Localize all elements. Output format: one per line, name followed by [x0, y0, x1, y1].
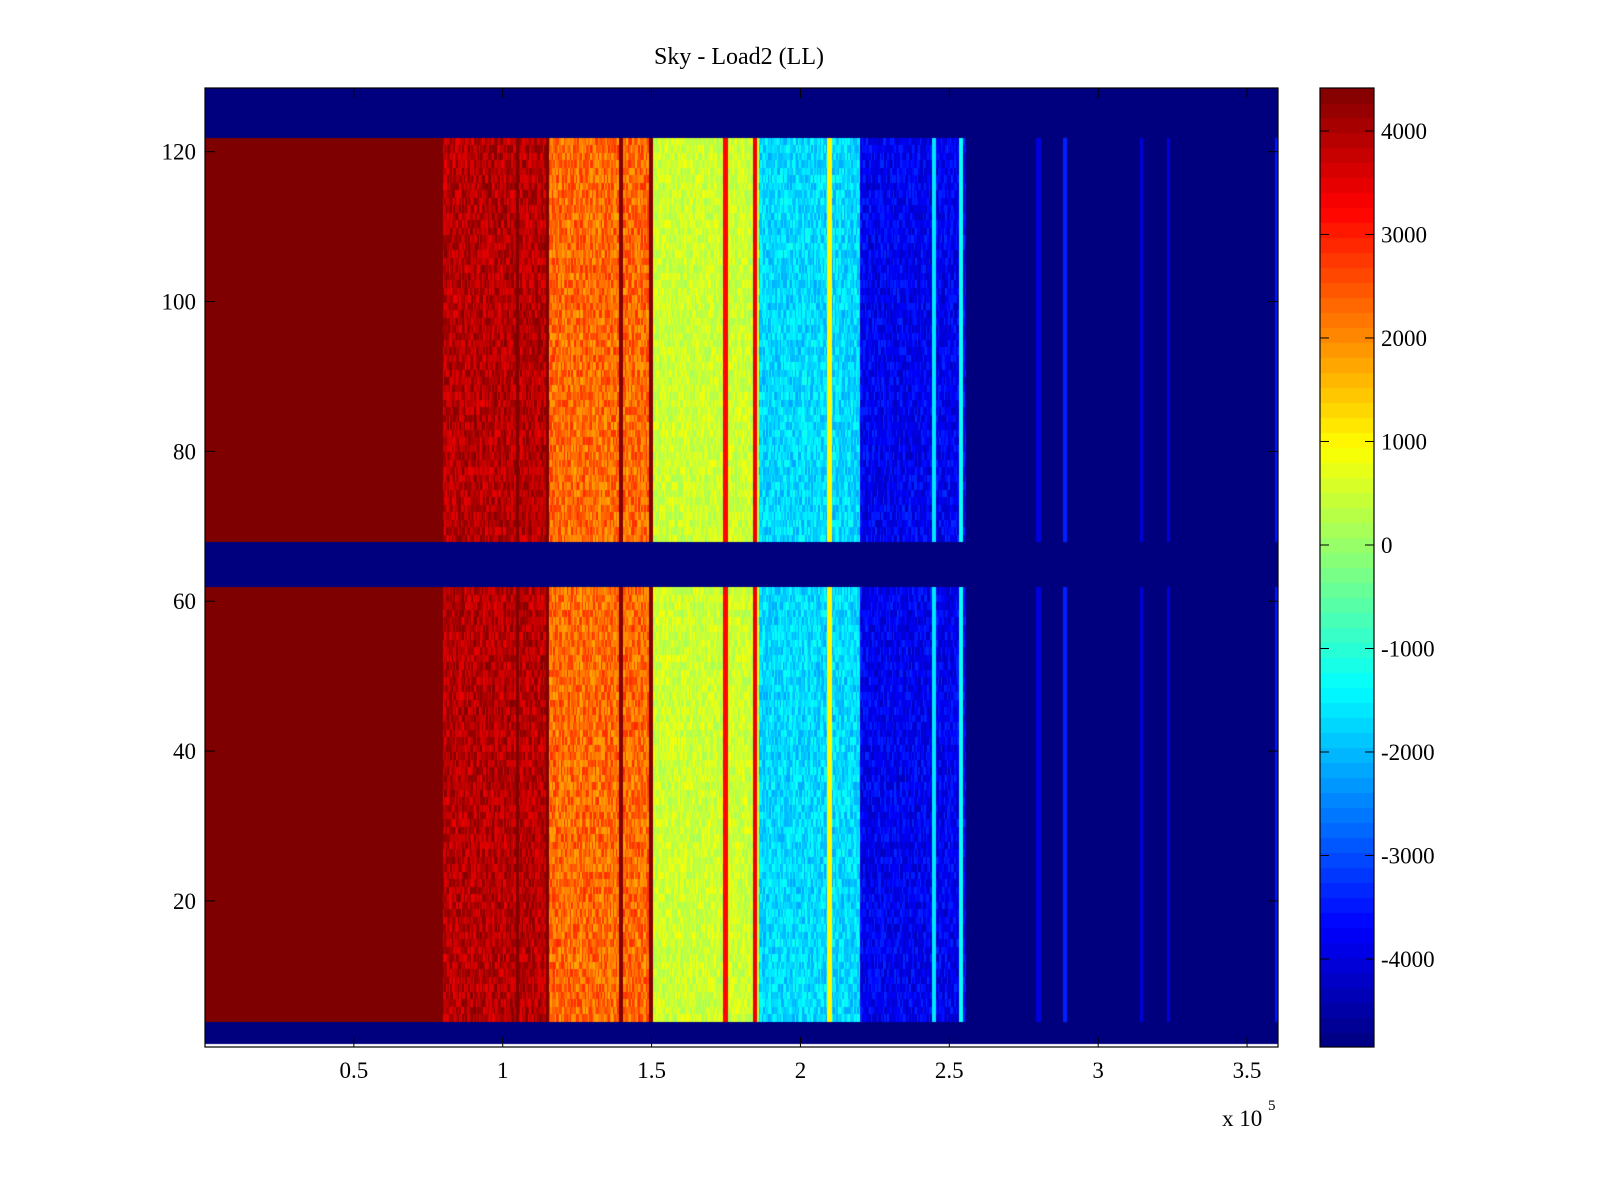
y-tick-label: 80	[173, 439, 196, 464]
x-multiplier-exponent: 5	[1268, 1098, 1276, 1114]
y-tick-label: 20	[173, 889, 196, 914]
x-tick-label: 2.5	[935, 1058, 964, 1083]
y-tick-label: 40	[173, 739, 196, 764]
colorbar-tick-label: 0	[1381, 533, 1393, 558]
y-tick-label: 60	[173, 589, 196, 614]
colorbar-tick-label: 4000	[1381, 119, 1427, 144]
colorbar-tick-label: -4000	[1381, 947, 1435, 972]
colorbar-tick-label: 2000	[1381, 326, 1427, 351]
colorbar-frame	[1319, 87, 1375, 1048]
colorbar-tick-label: 3000	[1381, 222, 1427, 247]
colorbar	[1320, 88, 1374, 1047]
x-tick-label: 1.5	[637, 1058, 666, 1083]
x-tick-label: 3	[1092, 1058, 1104, 1083]
x-multiplier-label: x 10	[1222, 1106, 1262, 1131]
colorbar-tick-label: 1000	[1381, 429, 1427, 454]
colorbar-tick-label: -3000	[1381, 844, 1435, 869]
y-tick-label: 100	[162, 290, 197, 315]
heatmap-cells	[205, 88, 1278, 1047]
x-tick-label: 2	[795, 1058, 807, 1083]
x-tick-label: 1	[497, 1058, 509, 1083]
colorbar-tick-label: -1000	[1381, 636, 1435, 661]
y-tick-label: 120	[162, 140, 197, 165]
chart-title: Sky - Load2 (LL)	[654, 44, 824, 70]
colorbar-tick-label: -2000	[1381, 740, 1435, 765]
x-tick-label: 0.5	[339, 1058, 368, 1083]
x-tick-label: 3.5	[1233, 1058, 1262, 1083]
plot-frame	[204, 87, 1279, 1048]
